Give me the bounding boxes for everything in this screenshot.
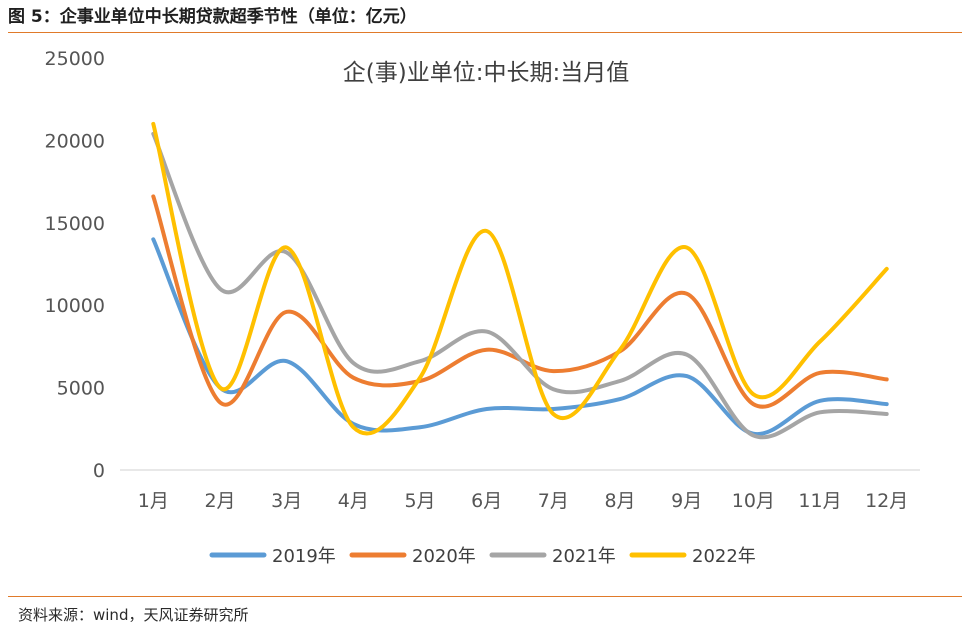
x-tick-label: 12月 bbox=[865, 490, 908, 512]
series-line-1 bbox=[151, 194, 889, 409]
y-tick-label: 20000 bbox=[45, 130, 105, 152]
y-tick-label: 0 bbox=[93, 460, 105, 482]
chart-title: 企(事)业单位:中长期:当月值 bbox=[343, 60, 629, 86]
bottom-rule bbox=[8, 596, 962, 597]
x-axis-ticks: 1月 2月 3月 4月 5月 6月 7月 8月 9月 10月 11月 12月 bbox=[138, 490, 908, 512]
x-tick-label: 6月 bbox=[471, 490, 502, 512]
x-tick-label: 2月 bbox=[204, 490, 235, 512]
series-lines bbox=[151, 121, 889, 440]
legend-label: 2022年 bbox=[692, 546, 756, 567]
y-tick-label: 10000 bbox=[45, 295, 105, 317]
x-tick-label: 4月 bbox=[338, 490, 369, 512]
y-axis-ticks: 0 5000 10000 15000 20000 25000 bbox=[45, 48, 105, 482]
x-tick-label: 3月 bbox=[271, 490, 302, 512]
line-chart: 企(事)业单位:中长期:当月值 0 5000 10000 15000 20000 2500… bbox=[45, 48, 920, 567]
x-tick-label: 1月 bbox=[138, 490, 169, 512]
x-tick-label: 7月 bbox=[538, 490, 569, 512]
legend-label: 2021年 bbox=[552, 546, 616, 567]
figure-title: 图 5：企事业单位中长期贷款超季节性（单位：亿元） bbox=[8, 7, 417, 27]
series-line-2 bbox=[151, 131, 889, 440]
legend-label: 2020年 bbox=[412, 546, 476, 567]
y-tick-label: 5000 bbox=[57, 378, 105, 400]
legend: 2019年 2020年 2021年 2022年 bbox=[209, 546, 756, 567]
x-tick-label: 5月 bbox=[404, 490, 435, 512]
series-line-0 bbox=[151, 237, 889, 436]
source-note: 资料来源：wind，天风证券研究所 bbox=[18, 606, 249, 624]
top-rule bbox=[8, 32, 962, 33]
y-tick-label: 15000 bbox=[45, 213, 105, 235]
x-tick-label: 9月 bbox=[671, 490, 702, 512]
series-line-3 bbox=[151, 121, 889, 436]
legend-label: 2019年 bbox=[272, 546, 336, 567]
x-tick-label: 10月 bbox=[732, 490, 775, 512]
y-tick-label: 25000 bbox=[45, 48, 105, 70]
x-tick-label: 8月 bbox=[604, 490, 635, 512]
x-tick-label: 11月 bbox=[798, 490, 841, 512]
